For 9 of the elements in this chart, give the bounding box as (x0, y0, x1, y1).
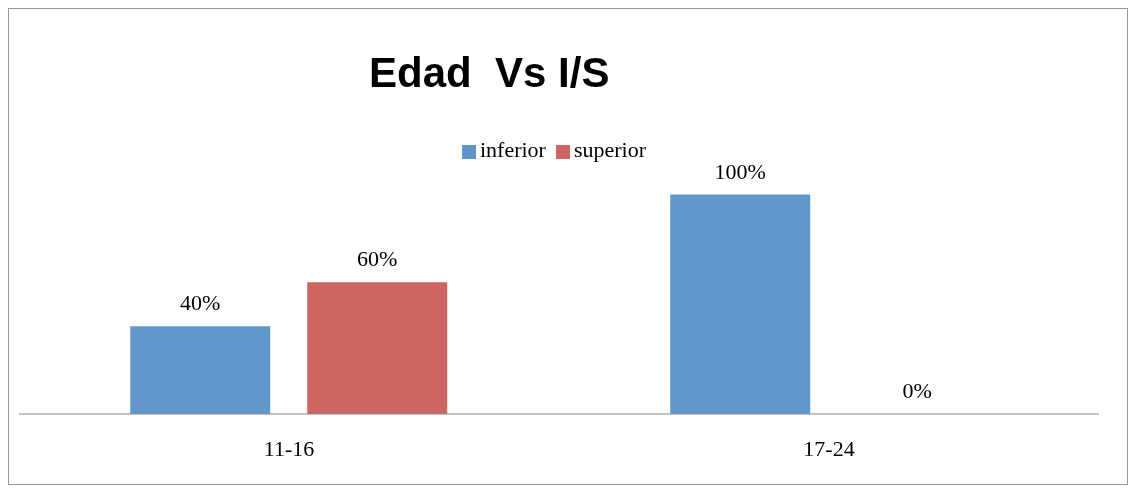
legend-label: inferior (479, 137, 546, 162)
x-tick-label: 17-24 (803, 435, 855, 461)
data-label: 0% (902, 377, 932, 403)
x-tick-label: 11-16 (263, 435, 315, 461)
data-label: 60% (357, 246, 398, 272)
legend-label: superior (573, 137, 647, 162)
data-label: 40% (180, 290, 221, 316)
data-label: 100% (714, 158, 766, 184)
chart-title: Edad Vs I/S (369, 49, 610, 97)
